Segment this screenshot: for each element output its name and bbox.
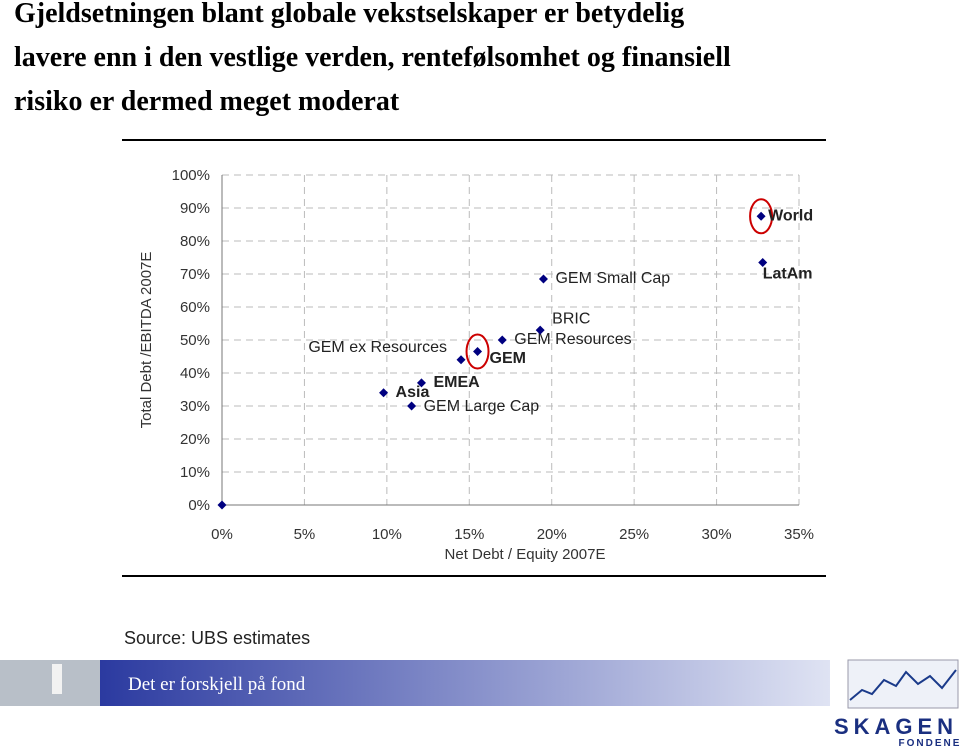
logo-line (849, 669, 957, 701)
logo-name: SKAGEN (834, 714, 958, 739)
point (538, 274, 548, 284)
x-tick-label: 0% (211, 526, 233, 543)
photo (0, 660, 100, 706)
point (217, 500, 227, 510)
x-tick-label: 20% (537, 526, 567, 543)
x-tick-label: 25% (619, 526, 649, 543)
y-axis-label: Total Debt /EBITDA 2007E (138, 252, 155, 429)
point-label: GEM ex Resources (308, 339, 447, 356)
point-label: GEM Large Cap (424, 398, 540, 415)
point-label: GEM Resources (514, 331, 631, 348)
y-tick-label: 40% (180, 365, 210, 382)
point (407, 401, 417, 411)
y-tick-label: 60% (180, 299, 210, 316)
x-tick-label: 30% (702, 526, 732, 543)
tagline: Det er forskjell på fond (128, 674, 306, 695)
point (379, 388, 389, 398)
x-tick-label: 35% (784, 526, 814, 543)
point (497, 335, 507, 345)
chart: 0% 10% 20% 30% 40% 50% 60% 70% 80% 90% 100% 0% 5% 10%… (138, 167, 814, 563)
point (416, 378, 426, 388)
point-label: GEM Small Cap (555, 270, 670, 287)
x-tick-label: 15% (454, 526, 484, 543)
y-tick-label: 70% (180, 266, 210, 283)
highlight-circle (749, 198, 774, 235)
y-tick-label: 20% (180, 431, 210, 448)
point (535, 325, 545, 335)
point-label: LatAm (763, 266, 813, 283)
y-tick-label: 0% (188, 497, 210, 514)
y-tick-label: 80% (180, 233, 210, 250)
point (473, 347, 483, 357)
y-tick-label: 50% (180, 332, 210, 349)
title-line: lavere enn i den vestlige verden, rentef… (14, 42, 731, 73)
point (756, 211, 766, 221)
point-label: World (768, 207, 813, 224)
x-axis-label: Net Debt / Equity 2007E (445, 546, 606, 563)
lighthouse (52, 664, 62, 694)
x-tick-label: 10% (372, 526, 402, 543)
point-label: GEM (490, 350, 526, 367)
point-label: BRIC (552, 310, 590, 327)
point (456, 355, 466, 365)
point (758, 257, 768, 267)
highlight-circle (465, 333, 490, 370)
y-tick-label: 100% (172, 167, 210, 184)
footer-band (100, 660, 830, 706)
logo-box (847, 659, 959, 709)
y-tick-label: 90% (180, 200, 210, 217)
source: Source: UBS estimates (124, 628, 310, 648)
title-line: risiko er dermed meget moderat (14, 86, 400, 117)
point-label: Asia (396, 384, 430, 401)
title-line: Gjeldsetningen blant globale vekstselska… (14, 0, 684, 29)
y-tick-label: 30% (180, 398, 210, 415)
point-label: EMEA (433, 374, 480, 391)
x-tick-label: 5% (294, 526, 316, 543)
logo-sub: FONDENE (899, 738, 960, 746)
y-tick-label: 10% (180, 464, 210, 481)
